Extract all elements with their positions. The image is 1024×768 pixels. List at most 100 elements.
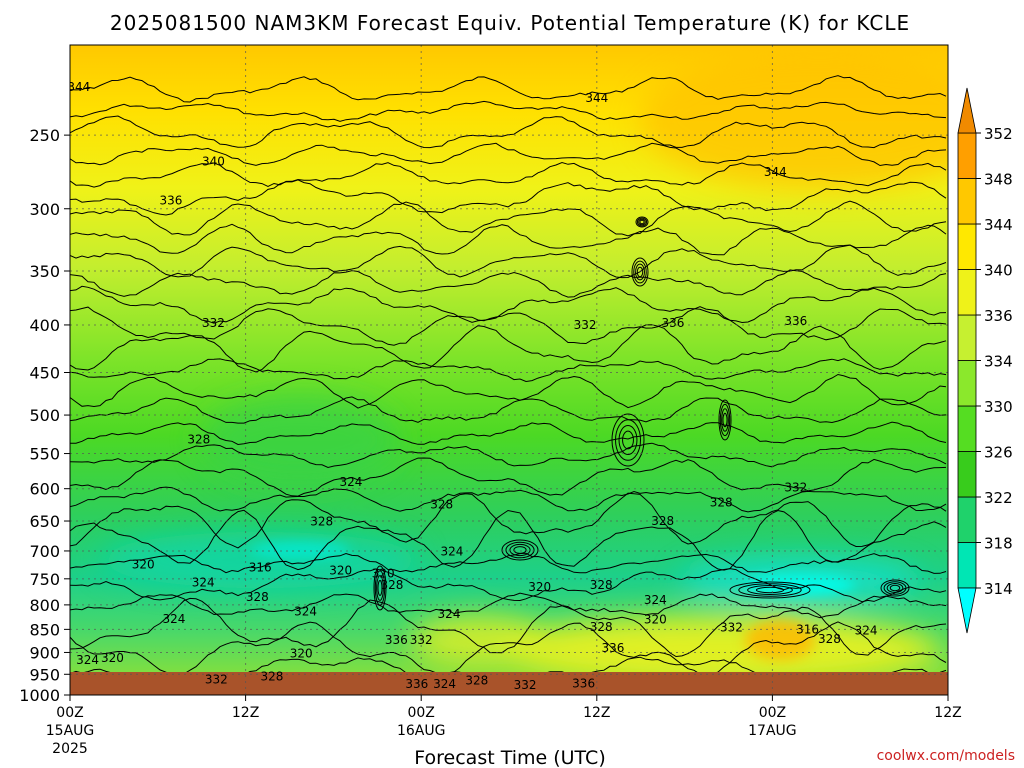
closed-contour <box>747 585 793 595</box>
contour-label: 320 <box>644 613 667 627</box>
x-tick-label: 12Z <box>583 705 610 721</box>
contour-label: 336 <box>160 194 183 208</box>
closed-contour <box>505 541 535 559</box>
colorbar-tick-label: 348 <box>984 171 1013 189</box>
colorbar-tick-label: 330 <box>984 398 1013 416</box>
y-tick-label: 650 <box>29 512 60 531</box>
y-tick-label: 450 <box>29 364 60 383</box>
contour-label: 324 <box>438 607 461 621</box>
closed-contour <box>883 581 907 595</box>
y-tick-label: 500 <box>29 406 60 425</box>
contour-label: 336 <box>661 316 684 330</box>
contour-line <box>70 285 947 324</box>
y-tick-label: 250 <box>29 126 60 145</box>
contour-line <box>70 100 947 122</box>
contour-label: 324 <box>644 593 667 607</box>
y-tick-label: 950 <box>29 665 60 684</box>
contour-label: 332 <box>784 480 807 494</box>
contour-label: 340 <box>202 155 225 169</box>
x-axis-title: Forecast Time (UTC) <box>414 747 605 768</box>
contour-line <box>70 223 947 256</box>
closed-contour <box>718 399 732 441</box>
credit-label: coolwx.com/models <box>877 748 1015 764</box>
x-tick-date: 15AUG <box>46 723 95 739</box>
y-tick-label: 800 <box>29 596 60 615</box>
contour-label: 328 <box>380 578 403 592</box>
y-tick-label: 750 <box>29 570 60 589</box>
x-tick-label: 12Z <box>232 705 259 721</box>
upper-warm-region <box>640 50 948 190</box>
contour-line <box>70 552 947 574</box>
contour-line <box>70 396 947 424</box>
x-tick-label: 00Z <box>407 705 434 721</box>
colorbar-tick-label: 340 <box>984 262 1013 280</box>
colorbar-tick-label: 318 <box>984 535 1013 553</box>
contour-label: 328 <box>187 432 210 446</box>
contour-label: 328 <box>465 674 488 688</box>
closed-contour <box>638 218 646 226</box>
contour-label: 316 <box>249 560 272 574</box>
ground-surface <box>70 672 948 695</box>
contour-label: 332 <box>205 672 228 686</box>
closed-contour <box>635 263 645 281</box>
contour-label: 328 <box>590 578 613 592</box>
contour-label: 336 <box>572 677 595 691</box>
closed-contour <box>722 412 728 428</box>
contour-line <box>70 179 947 216</box>
y-axis: 250 300 350 400 450 500 550 600 650 700 750 800 850 9… <box>19 126 70 705</box>
y-tick-label: 350 <box>29 262 60 281</box>
colorbar-lower-arrow <box>957 587 977 634</box>
colorbar-segment <box>957 542 977 589</box>
contour-line <box>70 142 947 167</box>
x-axis: 00Z 15AUG 2025 12Z 00Z 16AUG 12Z 00Z 17AUG 12Z <box>46 695 962 757</box>
contour-label: 320 <box>528 580 551 594</box>
contour-line <box>70 486 947 513</box>
contour-line <box>70 442 947 469</box>
colorbar-segment <box>957 496 977 543</box>
colorbar-segment <box>957 451 977 498</box>
contour-line <box>70 324 947 373</box>
x-tick-label: 12Z <box>934 705 961 721</box>
colorbar-tick-label: 314 <box>984 580 1013 598</box>
closed-contour <box>729 581 811 599</box>
y-tick-label: 700 <box>29 542 60 561</box>
closed-contour <box>635 216 649 228</box>
chart-title: 2025081500 NAM3KM Forecast Equiv. Potent… <box>110 11 910 35</box>
y-tick-label: 900 <box>29 643 60 662</box>
closed-contour <box>639 219 645 225</box>
contour-label: 328 <box>651 514 674 528</box>
contour-label: 328 <box>818 632 841 646</box>
closed-contour <box>636 266 644 278</box>
contour-label: 324 <box>294 604 317 618</box>
contour-label: 336 <box>784 314 807 328</box>
contour-line <box>70 306 947 346</box>
x-tick-label: 00Z <box>56 705 83 721</box>
mid-level-moist-region <box>200 395 400 485</box>
grid-lines <box>70 45 948 695</box>
closed-contour <box>738 583 802 597</box>
closed-contour <box>373 565 387 611</box>
colorbar-tick-label: 326 <box>984 444 1013 462</box>
y-tick-label: 1000 <box>19 686 60 705</box>
contour-label: 336 <box>601 641 624 655</box>
colorbar: 314 318 322 326 330 334 336 340 344 348 352 <box>957 87 1013 634</box>
colorbar-tick-label: 336 <box>984 307 1013 325</box>
closed-contour <box>377 580 383 596</box>
y-tick-label: 300 <box>29 200 60 219</box>
contour-line <box>70 509 947 571</box>
closed-contour <box>889 584 901 592</box>
closed-contour <box>622 430 634 450</box>
contour-label: 320 <box>132 558 155 572</box>
y-tick-label: 550 <box>29 445 60 464</box>
contour-line <box>70 244 947 279</box>
colorbar-segment <box>957 223 977 270</box>
closed-contour <box>719 403 731 437</box>
contour-line <box>70 597 947 658</box>
contour-label: 320 <box>290 646 313 660</box>
colorbar-tick-label: 344 <box>984 216 1013 234</box>
contour-label: 324 <box>192 576 215 590</box>
contour-label: 316 <box>796 622 819 636</box>
closed-contour <box>618 424 638 456</box>
contour-label: 324 <box>440 545 463 559</box>
